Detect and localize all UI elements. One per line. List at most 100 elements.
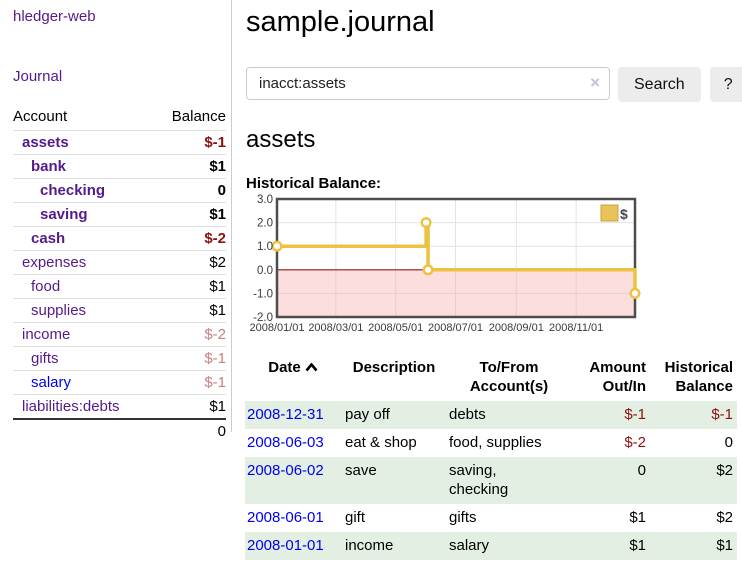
- transaction-date-link[interactable]: 2008-06-03: [247, 434, 324, 451]
- negative-region-fill: [278, 269, 634, 317]
- transaction-amount: 0: [637, 462, 646, 479]
- y-axis-tick-label: 3.0: [257, 194, 273, 206]
- transaction-date-link[interactable]: 2008-01-01: [247, 537, 324, 554]
- transaction-row[interactable]: 2008-06-03 eat & shop food, supplies $-2 0: [245, 429, 737, 457]
- register-header-date[interactable]: Date: [245, 356, 343, 401]
- register-header-date-label: Date: [268, 359, 301, 376]
- account-link[interactable]: food: [31, 278, 61, 295]
- search-button[interactable]: Search: [618, 67, 701, 102]
- register-table-header: Date Description To/From Account(s) Amou…: [245, 356, 737, 401]
- transaction-date-link[interactable]: 2008-06-02: [247, 462, 324, 479]
- account-row: salary $-1: [13, 370, 226, 395]
- transaction-description: pay off: [345, 406, 390, 423]
- account-row: supplies $1: [13, 298, 226, 323]
- accounts-total-balance: 0: [154, 418, 226, 443]
- transaction-date: 2008-06-02: [245, 457, 343, 504]
- transaction-amount: $1: [629, 537, 646, 554]
- account-link[interactable]: checking: [40, 182, 106, 199]
- account-cell: gifts: [13, 346, 155, 371]
- account-cell: liabilities:debts: [13, 394, 155, 419]
- x-axis-tick-label: 2008/03/01: [308, 322, 363, 334]
- account-row: cash $-2: [13, 226, 226, 251]
- y-axis-tick-label: -2.0: [253, 312, 273, 324]
- transaction-description: income: [345, 537, 394, 554]
- transaction-row[interactable]: 2008-12-31 pay off debts $-1 $-1: [245, 401, 737, 429]
- account-link[interactable]: expenses: [22, 254, 87, 271]
- chart-title: Historical Balance:: [246, 175, 382, 192]
- transaction-amount: $1: [629, 509, 646, 526]
- transaction-date: 2008-06-03: [245, 429, 343, 457]
- register-header-accounts: To/From Account(s): [469, 359, 549, 395]
- account-link[interactable]: supplies: [31, 302, 87, 319]
- transaction-balance: $2: [716, 509, 733, 526]
- transaction-amount: $-2: [624, 434, 646, 451]
- transaction-date-link[interactable]: 2008-06-01: [247, 509, 324, 526]
- transaction-date: 2008-01-01: [245, 532, 343, 560]
- account-cell: assets: [13, 130, 155, 155]
- account-balance: $-1: [154, 130, 226, 155]
- help-button[interactable]: ?: [709, 67, 742, 102]
- y-axis-tick-label: 1.0: [257, 241, 273, 253]
- transaction-description: save: [345, 462, 377, 479]
- account-balance: $1: [154, 394, 226, 419]
- account-cell: food: [13, 274, 155, 299]
- register-table: Date Description To/From Account(s) Amou…: [245, 356, 737, 560]
- app-title-link[interactable]: hledger-web: [13, 8, 96, 25]
- account-balance: $-2: [154, 226, 226, 251]
- account-balance: $-1: [154, 346, 226, 371]
- account-balance: $1: [154, 274, 226, 299]
- main-content: sample.journal × Search ? assets Histori…: [245, 0, 742, 560]
- transaction-row[interactable]: 2008-06-01 gift gifts $1 $2: [245, 504, 737, 532]
- x-axis-tick-label: 2008/05/01: [368, 322, 423, 334]
- account-link[interactable]: salary: [31, 374, 72, 391]
- account-row: assets $-1: [13, 130, 226, 155]
- account-cell: expenses: [13, 250, 155, 275]
- x-axis-tick-label: 2008/09/01: [489, 322, 544, 334]
- transaction-accounts: food, supplies: [449, 434, 542, 451]
- account-row: checking 0: [13, 178, 226, 203]
- account-link[interactable]: gifts: [31, 350, 59, 367]
- search-input[interactable]: [246, 67, 610, 100]
- account-cell: checking: [13, 178, 155, 203]
- transaction-description: gift: [345, 509, 366, 526]
- account-link[interactable]: assets: [22, 134, 69, 151]
- transaction-date: 2008-12-31: [245, 401, 343, 429]
- data-point-marker: [271, 240, 283, 252]
- sidebar-item-journal[interactable]: Journal: [13, 68, 63, 85]
- account-heading: assets: [246, 126, 316, 153]
- transaction-row[interactable]: 2008-06-02 save saving, checking 0 $2: [245, 457, 737, 504]
- accounts-table: Account Balance assets $-1 bank $1 checking 0…: [13, 105, 226, 443]
- data-point-marker: [422, 264, 434, 276]
- transaction-row[interactable]: 2008-01-01 income salary $1 $1: [245, 532, 737, 560]
- account-balance-value: $-2: [204, 230, 226, 247]
- account-link[interactable]: bank: [31, 158, 67, 175]
- account-link[interactable]: saving: [40, 206, 88, 223]
- plot-border: [275, 197, 637, 319]
- account-balance-value: $-1: [204, 134, 226, 151]
- transaction-balance: 0: [724, 434, 733, 451]
- register-header-balance: Historical Balance: [664, 359, 733, 395]
- account-link[interactable]: liabilities:debts: [22, 398, 120, 415]
- account-balance-value: $-1: [204, 350, 226, 367]
- accounts-header-account: Account: [13, 108, 68, 125]
- transaction-amount: $-1: [624, 406, 646, 423]
- transaction-description: eat & shop: [345, 434, 417, 451]
- account-balance-value: 0: [217, 182, 226, 199]
- y-axis-tick-label: -1.0: [253, 288, 273, 300]
- account-balance-value: $1: [209, 302, 226, 319]
- account-balance: 0: [154, 178, 226, 203]
- account-link[interactable]: income: [22, 326, 71, 343]
- account-cell: salary: [13, 370, 155, 395]
- clear-search-icon[interactable]: ×: [590, 73, 600, 92]
- sort-ascending-icon: [305, 358, 318, 377]
- account-cell: supplies: [13, 298, 155, 323]
- account-row: bank $1: [13, 154, 226, 179]
- transaction-balance: $1: [716, 537, 733, 554]
- account-row: income $-2: [13, 322, 226, 347]
- account-cell: saving: [13, 202, 155, 227]
- transaction-date-link[interactable]: 2008-12-31: [247, 406, 324, 423]
- historical-balance-chart[interactable]: $3.0 2.0 1.0 0.0 -1.0 -2.0 2008/01/01 2008/03/0…: [245, 194, 742, 339]
- account-balance: $-1: [154, 370, 226, 395]
- account-link[interactable]: cash: [31, 230, 66, 247]
- account-cell: bank: [13, 154, 155, 179]
